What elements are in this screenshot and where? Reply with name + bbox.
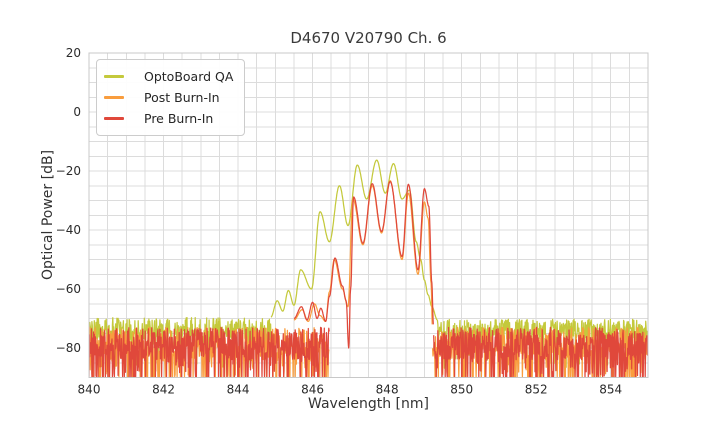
series-group — [89, 159, 648, 378]
y-tick-label: −80 — [56, 341, 81, 355]
series-line-pre-burn-in — [89, 180, 648, 378]
x-tick-label: 850 — [450, 383, 473, 397]
chart-title: D4670 V20790 Ch. 6 — [290, 29, 447, 47]
y-tick-label: −20 — [56, 164, 81, 178]
legend: OptoBoard QA Post Burn-In Pre Burn-In — [96, 59, 245, 136]
legend-label: Post Burn-In — [144, 90, 220, 105]
y-tick-label: 20 — [66, 46, 81, 60]
plot-border — [88, 52, 649, 378]
legend-line-swatch — [104, 96, 124, 99]
x-tick-label: 844 — [227, 383, 250, 397]
legend-item: Post Burn-In — [104, 87, 236, 108]
legend-label: OptoBoard QA — [144, 69, 234, 84]
y-axis-label: Optical Power [dB] — [40, 149, 56, 281]
x-axis-label: Wavelength [nm] — [308, 396, 429, 412]
legend-item: Pre Burn-In — [104, 108, 236, 129]
x-tick-label: 840 — [78, 383, 101, 397]
legend-line-swatch — [104, 75, 124, 78]
x-tick-label: 846 — [301, 383, 324, 397]
x-tick-label: 854 — [599, 383, 622, 397]
legend-label: Pre Burn-In — [144, 111, 214, 126]
y-tick-label: −60 — [56, 282, 81, 296]
legend-line-swatch — [104, 117, 124, 120]
y-tick-label: 0 — [73, 105, 81, 119]
x-tick-label: 848 — [376, 383, 399, 397]
x-tick-label: 842 — [152, 383, 175, 397]
legend-item: OptoBoard QA — [104, 66, 236, 87]
y-tick-label: −40 — [56, 223, 81, 237]
x-tick-label: 852 — [525, 383, 548, 397]
